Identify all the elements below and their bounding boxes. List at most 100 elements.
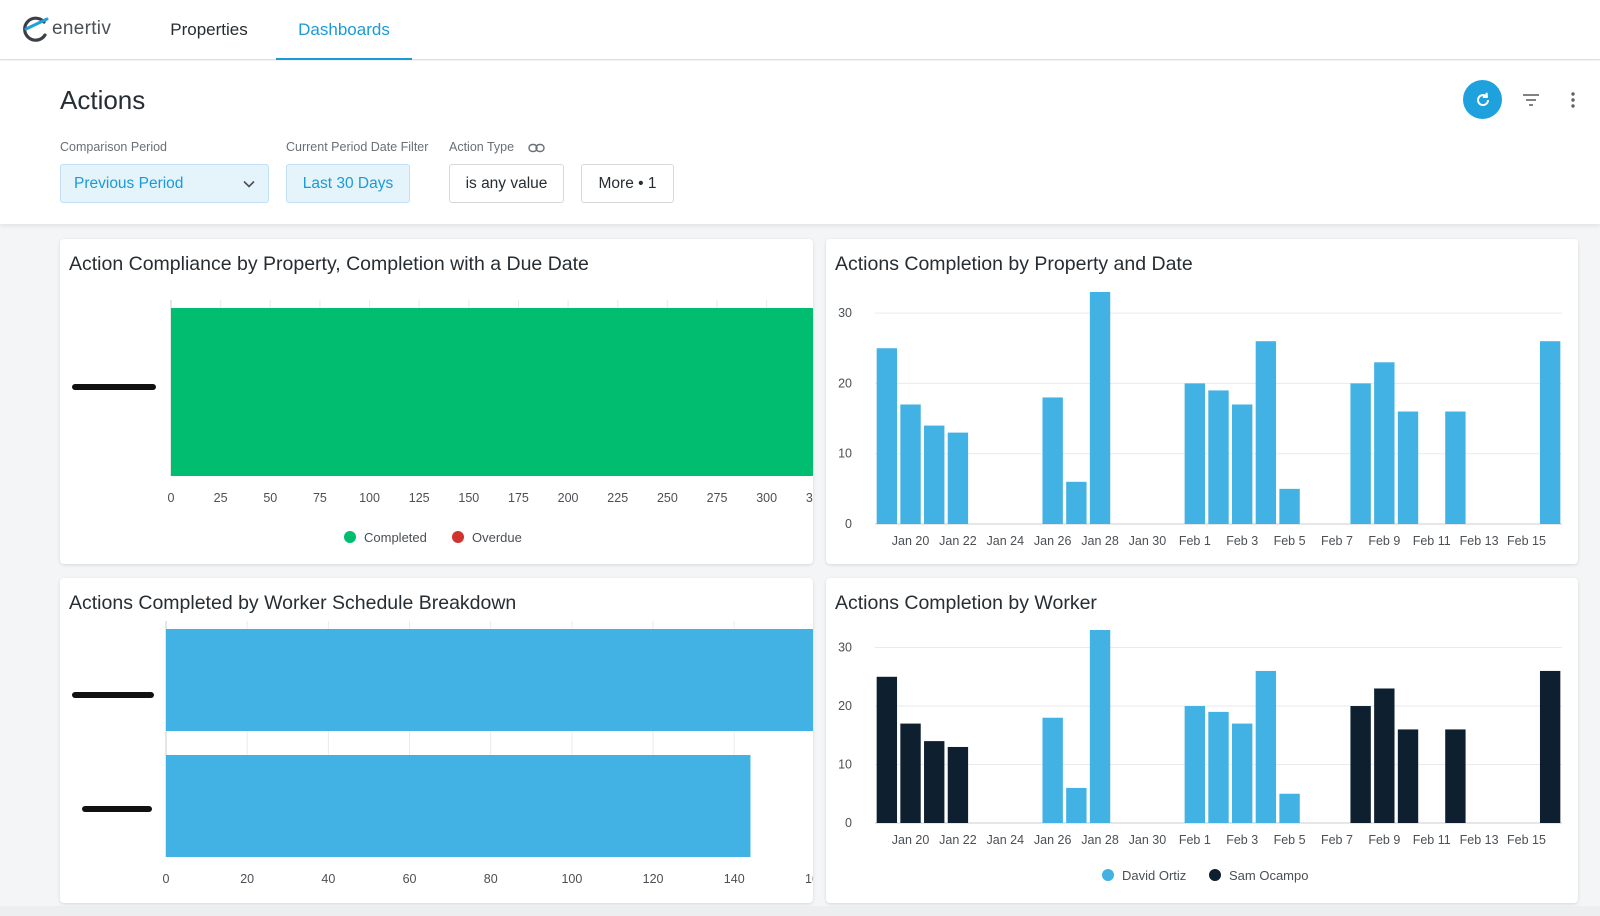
date-filter-label: Current Period Date Filter [286, 140, 429, 154]
bar-completed [171, 308, 813, 476]
bar-david-ortiz [1184, 706, 1205, 823]
x-tick-label: Feb 5 [1274, 534, 1306, 548]
more-options-button[interactable] [1560, 87, 1586, 113]
bar [947, 432, 969, 524]
filter-toggle-button[interactable] [1518, 87, 1544, 113]
x-tick-label: 60 [403, 872, 417, 886]
bar [1232, 404, 1253, 524]
bar-david-ortiz [1255, 670, 1277, 823]
redacted-category-label [72, 384, 156, 390]
x-tick-label: 325 [806, 491, 813, 505]
legend-marker [344, 531, 356, 543]
chart-title: Actions Completed by Worker Schedule Bre… [69, 592, 517, 614]
bar [1184, 383, 1205, 524]
more-filters-label: More • 1 [598, 174, 657, 192]
tab-properties[interactable]: Properties [160, 0, 258, 60]
bar-david-ortiz [1066, 787, 1087, 823]
x-tick-label: 150 [458, 491, 479, 505]
x-tick-label: Jan 30 [1129, 833, 1167, 847]
compliance-chart: 0 25 50 75 100 125 150 175 200 225 250 275 300 325 Com… [72, 300, 813, 545]
x-tick-label: 275 [707, 491, 728, 505]
comparison-period-value: Previous Period [74, 174, 184, 192]
x-tick-label: Jan 26 [1034, 833, 1072, 847]
x-tick-label: Feb 3 [1226, 534, 1258, 548]
legend-marker [1102, 869, 1114, 881]
enertiv-logo[interactable]: enertiv [20, 12, 111, 46]
legend-label: Overdue [472, 530, 522, 545]
bar-sam-ocampo [924, 741, 945, 823]
x-tick-label: 200 [558, 491, 579, 505]
x-tick-label: Feb 7 [1321, 534, 1353, 548]
bar-sam-ocampo [1445, 729, 1466, 823]
bar-sam-ocampo [947, 746, 969, 823]
chevron-down-icon [243, 180, 255, 188]
x-tick-label: Feb 1 [1179, 534, 1211, 548]
x-tick-label: 0 [163, 872, 170, 886]
x-tick-label: 40 [321, 872, 335, 886]
x-tick-label: 300 [756, 491, 777, 505]
bar [1350, 383, 1371, 524]
x-tick-label: 25 [214, 491, 228, 505]
bar-sam-ocampo [1374, 688, 1395, 823]
property-date-chart: 0 10 20 30 Jan 20 Jan 22 Jan 24 Jan 26 Jan 28 Jan… [838, 292, 1562, 548]
y-tick-label: 20 [838, 376, 852, 390]
x-tick-label: Feb 15 [1507, 833, 1546, 847]
chart-card-property-date: Actions Completion by Property and Date … [826, 239, 1578, 564]
x-tick-label: 125 [409, 491, 430, 505]
tab-properties-label: Properties [170, 20, 248, 39]
x-tick-label: 80 [484, 872, 498, 886]
action-type-button[interactable]: is any value [449, 164, 564, 203]
chart-title: Actions Completion by Property and Date [835, 253, 1193, 275]
bar [924, 425, 945, 524]
x-tick-label: Feb 11 [1413, 534, 1451, 548]
page-title: Actions [60, 85, 146, 115]
bar-david-ortiz [1232, 723, 1253, 823]
kebab-menu-icon [1571, 92, 1575, 108]
x-tick-label: Jan 28 [1081, 534, 1119, 548]
x-tick-label: Feb 9 [1368, 534, 1400, 548]
bar [1279, 488, 1300, 524]
bar [1374, 362, 1395, 524]
x-tick-label: 75 [313, 491, 327, 505]
legend-label: Completed [364, 530, 427, 545]
y-tick-label: 20 [838, 699, 852, 713]
x-tick-label: 250 [657, 491, 678, 505]
worker-chart: 0 10 20 30 Jan 20 Jan 22 Jan 24 Jan 26 Jan 28 Jan… [838, 630, 1562, 883]
x-tick-label: Jan 26 [1034, 534, 1072, 548]
bar [1089, 292, 1111, 524]
redacted-category-label [72, 692, 154, 698]
x-tick-label: 160 [805, 872, 813, 886]
filter-lines-icon [1523, 94, 1539, 106]
comparison-period-label: Comparison Period [60, 140, 167, 154]
x-tick-label: Jan 22 [939, 833, 977, 847]
x-tick-label: Jan 20 [892, 833, 930, 847]
bar [900, 404, 921, 524]
x-tick-label: Feb 7 [1321, 833, 1353, 847]
bar [166, 755, 751, 857]
x-tick-label: Feb 11 [1413, 833, 1451, 847]
x-tick-label: 120 [643, 872, 664, 886]
refresh-button[interactable] [1463, 80, 1502, 119]
bar-sam-ocampo [1350, 706, 1371, 823]
x-tick-label: Jan 20 [892, 534, 930, 548]
action-type-value: is any value [465, 174, 548, 192]
comparison-period-select[interactable]: Previous Period [60, 164, 269, 203]
bar-david-ortiz [1089, 630, 1111, 823]
bar [1539, 341, 1561, 524]
x-tick-label: 50 [263, 491, 277, 505]
action-type-label: Action Type [449, 140, 546, 154]
y-tick-label: 10 [838, 758, 852, 772]
bar-david-ortiz [1042, 717, 1063, 823]
refresh-icon [1476, 92, 1489, 106]
y-tick-label: 30 [838, 306, 852, 320]
bar-david-ortiz [1208, 711, 1229, 823]
date-filter-button[interactable]: Last 30 Days [286, 164, 410, 203]
legend-marker [1209, 869, 1221, 881]
tab-dashboards[interactable]: Dashboards [276, 0, 412, 60]
dashboard-header: Actions Comparison Period Current Period… [0, 61, 1600, 224]
redacted-category-label [82, 806, 152, 812]
more-filters-button[interactable]: More • 1 [581, 164, 674, 203]
enertiv-logo-icon [23, 16, 49, 42]
bar [1445, 411, 1466, 524]
bar-sam-ocampo [876, 676, 898, 823]
